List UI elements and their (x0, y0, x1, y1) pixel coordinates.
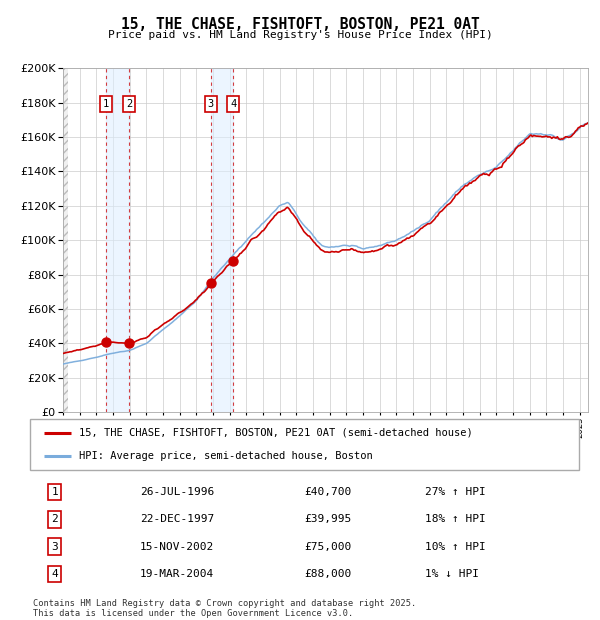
Text: 1: 1 (103, 99, 109, 109)
Text: 19-MAR-2004: 19-MAR-2004 (140, 569, 214, 579)
FancyBboxPatch shape (30, 419, 579, 470)
Text: 22-DEC-1997: 22-DEC-1997 (140, 515, 214, 525)
Bar (63, 68, 68, 412)
Text: 15-NOV-2002: 15-NOV-2002 (140, 542, 214, 552)
Text: 18% ↑ HPI: 18% ↑ HPI (425, 515, 486, 525)
Text: 4: 4 (230, 99, 236, 109)
Text: 10% ↑ HPI: 10% ↑ HPI (425, 542, 486, 552)
Text: HPI: Average price, semi-detached house, Boston: HPI: Average price, semi-detached house,… (79, 451, 373, 461)
Text: Price paid vs. HM Land Registry's House Price Index (HPI): Price paid vs. HM Land Registry's House … (107, 30, 493, 40)
Text: 27% ↑ HPI: 27% ↑ HPI (425, 487, 486, 497)
Bar (106, 68, 129, 412)
Text: 4: 4 (52, 569, 58, 579)
Text: 1% ↓ HPI: 1% ↓ HPI (425, 569, 479, 579)
Text: 15, THE CHASE, FISHTOFT, BOSTON, PE21 0AT: 15, THE CHASE, FISHTOFT, BOSTON, PE21 0A… (121, 17, 479, 32)
Text: Contains HM Land Registry data © Crown copyright and database right 2025.
This d: Contains HM Land Registry data © Crown c… (33, 599, 416, 618)
Text: £88,000: £88,000 (305, 569, 352, 579)
Text: 26-JUL-1996: 26-JUL-1996 (140, 487, 214, 497)
Text: £40,700: £40,700 (305, 487, 352, 497)
Text: £39,995: £39,995 (305, 515, 352, 525)
Text: 3: 3 (208, 99, 214, 109)
Text: £75,000: £75,000 (305, 542, 352, 552)
Text: 1: 1 (52, 487, 58, 497)
Bar (211, 68, 233, 412)
Text: 3: 3 (52, 542, 58, 552)
Text: 2: 2 (126, 99, 132, 109)
Text: 15, THE CHASE, FISHTOFT, BOSTON, PE21 0AT (semi-detached house): 15, THE CHASE, FISHTOFT, BOSTON, PE21 0A… (79, 428, 473, 438)
Text: 2: 2 (52, 515, 58, 525)
